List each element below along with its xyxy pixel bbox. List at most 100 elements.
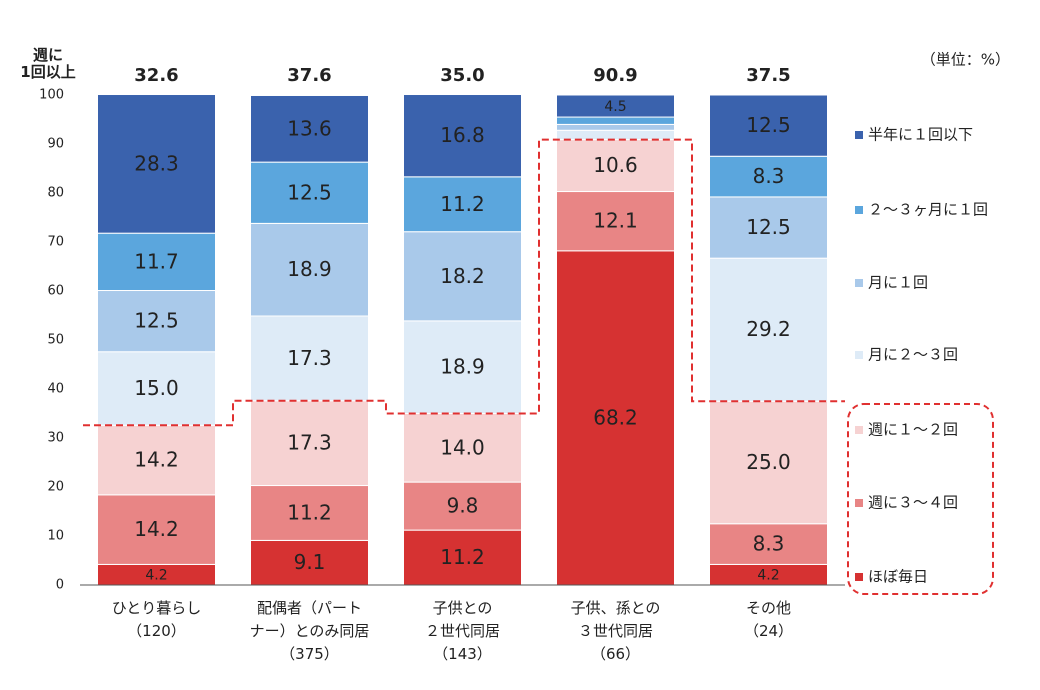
data-label: 16.8 <box>440 123 485 147</box>
bar-segment <box>403 176 522 233</box>
data-label: 8.3 <box>753 532 785 556</box>
y-tick-label: 20 <box>47 480 64 495</box>
x-tick-label: 子供、孫との３世代同居（66） <box>571 599 661 663</box>
legend-label: 半年に１回以下 <box>868 126 973 144</box>
legend-swatch <box>855 351 863 359</box>
bar-segment <box>403 413 522 483</box>
data-label: 18.9 <box>440 355 485 379</box>
y-tick-label: 90 <box>47 137 64 152</box>
bar-segment <box>709 257 828 402</box>
x-tick-label: その他（24） <box>744 599 793 640</box>
bar-segment <box>403 94 522 178</box>
bar-segment <box>250 222 369 317</box>
bar-segment <box>556 123 675 131</box>
y-tick-label: 40 <box>47 382 64 397</box>
bar-segment <box>556 116 675 125</box>
total-label: 37.5 <box>746 65 790 86</box>
data-label: 12.5 <box>134 309 179 333</box>
bar-segment <box>709 155 828 198</box>
y-tick-label: 60 <box>47 284 64 299</box>
data-label: 18.2 <box>440 264 485 288</box>
bar-segment <box>556 191 675 252</box>
legend-swatch <box>855 573 863 581</box>
data-label: 4.5 <box>604 99 626 115</box>
data-label: 18.9 <box>287 257 332 281</box>
total-label: 35.0 <box>440 65 484 86</box>
bar-segment <box>403 231 522 322</box>
bar-segment <box>556 129 675 141</box>
data-label: 29.2 <box>746 317 791 341</box>
y-tick-label: 0 <box>56 578 64 593</box>
bar-segment <box>709 94 828 157</box>
x-tick-label: ひとり暮らし（120） <box>112 599 202 640</box>
total-label: 37.6 <box>287 65 331 86</box>
data-label: 9.1 <box>294 550 326 574</box>
data-label: 17.3 <box>287 346 332 370</box>
y-tick-label: 30 <box>47 431 64 446</box>
legend-label: 週に３～４回 <box>868 494 958 512</box>
total-label: 90.9 <box>593 65 637 86</box>
bar-segment <box>556 250 675 586</box>
x-tick-label: 子供との２世代同居（143） <box>425 599 500 663</box>
legend-label: ２～３ヶ月に１回 <box>868 201 988 219</box>
bar-segment <box>97 494 216 565</box>
bar-segment <box>250 94 369 163</box>
data-label: 14.2 <box>134 517 179 541</box>
y-tick-label: 10 <box>47 529 64 544</box>
bar-segment <box>97 351 216 426</box>
legend-label: 週に１～２回 <box>868 421 958 439</box>
legend-label: 月に２～３回 <box>868 346 958 364</box>
bar-segment <box>556 94 675 118</box>
data-label: 28.3 <box>134 151 179 175</box>
x-tick-label: 配偶者（パートナー）とのみ同居（375） <box>250 599 370 663</box>
totals-name: 週に 1回以上 <box>20 46 75 81</box>
bar-segment <box>250 161 369 224</box>
bar-segment <box>403 320 522 415</box>
data-label: 11.2 <box>440 192 485 216</box>
data-label: 10.6 <box>593 153 638 177</box>
legend-swatch <box>855 206 863 214</box>
bar-segment <box>556 139 675 193</box>
data-label: 14.2 <box>134 448 179 472</box>
data-label: 9.8 <box>447 494 479 518</box>
data-label: 14.0 <box>440 435 485 459</box>
unit-label: （単位：%） <box>921 51 1010 69</box>
y-tick-label: 70 <box>47 235 64 250</box>
data-label: 15.0 <box>134 376 179 400</box>
data-label: 68.2 <box>593 405 638 429</box>
data-label: 4.2 <box>757 568 779 584</box>
bar-segment <box>709 196 828 259</box>
data-label: 12.5 <box>746 113 791 137</box>
bar-segment <box>403 481 522 531</box>
threshold-line <box>83 138 845 427</box>
legend-swatch <box>855 279 863 287</box>
legend-swatch <box>855 131 863 139</box>
bar-segment <box>97 94 216 234</box>
bar-segment <box>250 315 369 402</box>
data-label: 11.2 <box>440 545 485 569</box>
y-tick-label: 80 <box>47 186 64 201</box>
bar-segment <box>250 485 369 541</box>
data-label: 11.7 <box>134 249 179 273</box>
data-label: 17.3 <box>287 431 332 455</box>
bar-segment <box>250 400 369 487</box>
data-label: 12.5 <box>287 180 332 204</box>
y-tick-label: 50 <box>47 333 64 348</box>
data-label: 25.0 <box>746 450 791 474</box>
data-label: 4.2 <box>145 568 167 584</box>
data-label: 11.2 <box>287 500 332 524</box>
total-label: 32.6 <box>134 65 178 86</box>
legend-label: 月に１回 <box>868 274 928 292</box>
data-label: 13.6 <box>287 116 332 140</box>
bar-segment <box>97 232 216 292</box>
bar-segment <box>709 523 828 565</box>
bar-segment <box>97 290 216 353</box>
legend-swatch <box>855 499 863 507</box>
bar-segment <box>403 529 522 586</box>
legend-label: ほぼ毎日 <box>868 568 928 586</box>
data-label: 12.1 <box>593 209 638 233</box>
legend-swatch <box>855 426 863 434</box>
data-label: 8.3 <box>753 164 785 188</box>
bar-segment <box>709 400 828 525</box>
